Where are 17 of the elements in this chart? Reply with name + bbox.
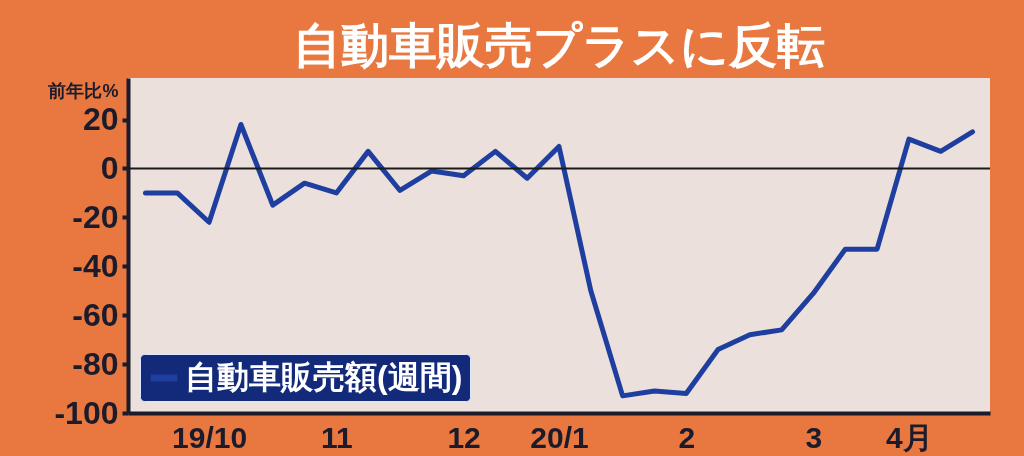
y-tick-label: -80 bbox=[72, 345, 119, 382]
x-tick-label: 11 bbox=[320, 420, 353, 454]
x-tick-label: 2 bbox=[678, 420, 696, 454]
y-tick-label: 20 bbox=[82, 101, 119, 138]
legend-label: 自動車販売額(週間) bbox=[185, 359, 463, 395]
y-tick-label: -60 bbox=[72, 296, 119, 333]
y-axis-title: 前年比% bbox=[47, 80, 119, 101]
y-tick-label: -40 bbox=[72, 247, 119, 284]
chart-title: 自動車販売プラスに反転 bbox=[293, 19, 825, 72]
y-tick-label: 0 bbox=[100, 149, 119, 186]
x-tick-label: 19/10 bbox=[172, 420, 248, 454]
y-tick-label: -100 bbox=[54, 394, 119, 431]
x-tick-label: 3 bbox=[805, 420, 823, 454]
x-tick-label: 12 bbox=[447, 420, 481, 454]
x-tick-label: 4月 bbox=[886, 420, 933, 454]
y-tick-label: -20 bbox=[72, 198, 119, 235]
x-tick-label: 20/1 bbox=[530, 420, 589, 454]
